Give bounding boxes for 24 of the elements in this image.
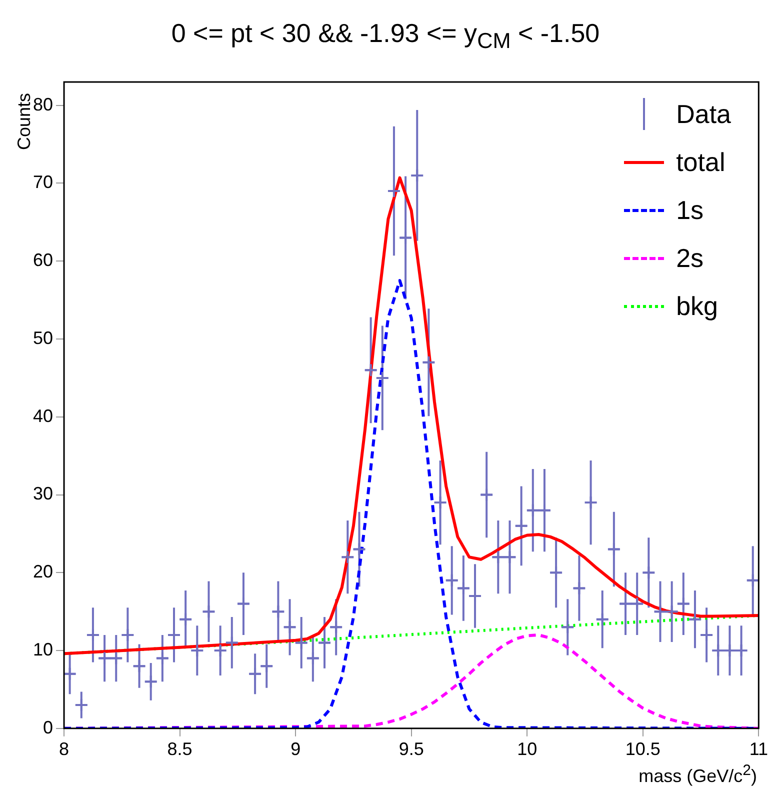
y-tick-label: 50 [32, 328, 54, 348]
legend-label: bkg [676, 290, 718, 322]
chart-title: 0 <= pt < 30 && -1.93 <= y$_{CM}$ < -1.50 [170, 18, 601, 54]
x-tick-label: 10.5 [625, 739, 660, 760]
y-tick-label: 40 [32, 406, 54, 426]
x-tick-label: 9.5 [398, 739, 424, 760]
y-tick-label: 60 [32, 250, 54, 270]
y-tick-label: 20 [32, 562, 54, 582]
y-tick-label: 80 [32, 94, 54, 114]
legend-label: 1s [676, 194, 704, 226]
x-tick-label: 9 [290, 739, 301, 760]
legend-label: total [676, 146, 726, 178]
legend-label: 2s [676, 242, 704, 274]
y-tick-label: 30 [32, 484, 54, 504]
legend-label: Data [676, 98, 731, 130]
y-tick-label: 10 [32, 639, 54, 660]
x-tick-label: 11 [749, 739, 768, 760]
x-tick-label: 10 [517, 739, 538, 760]
y-tick-label: 0 [43, 717, 54, 738]
x-axis-title: mass (GeV/c$^{2}$) [638, 762, 757, 787]
y-tick-label: 70 [32, 172, 54, 192]
x-tick-label: 8 [59, 739, 70, 760]
x-tick-label: 8.5 [167, 739, 192, 760]
y-axis-title: Counts [14, 92, 34, 150]
